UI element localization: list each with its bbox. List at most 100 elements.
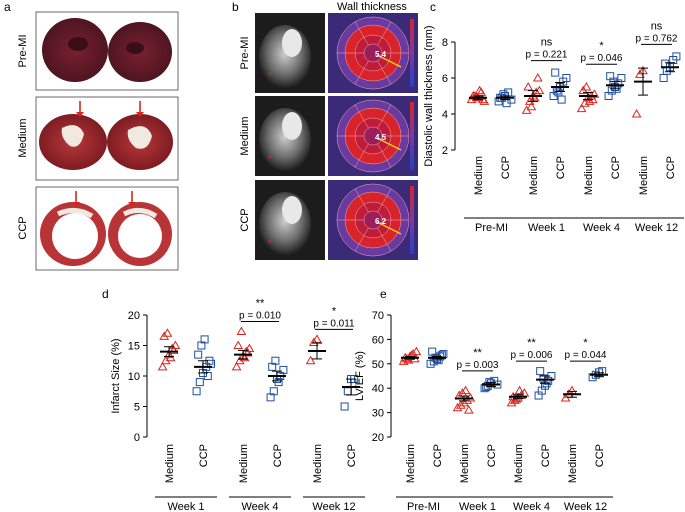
bullseye-value: 5.4 [375,50,387,59]
asterisk-marker: * [268,71,272,81]
bullseye-value: 6.2 [375,217,387,226]
p-value-label: p = 0.003 [457,360,499,371]
medium-point [532,72,543,82]
medium-point [411,346,422,356]
y-axis-label: LV/EF (%) [354,351,366,401]
medium-point [157,361,168,371]
panel-b-letter: b [232,0,239,14]
medium-point [523,81,534,91]
ccp-point [194,350,203,359]
ccp-point [551,68,560,77]
panel-b-rows: Pre-MI * 5.4 Medium * 4.5 CCP * 6.2 [239,13,418,260]
infarct-arrow-icon [136,101,144,117]
infarct-arrow-icon [72,191,80,207]
condition-label: CCP [346,444,358,467]
chart-e-lvef: 20 30 40 50 60 70 LV/EF (%) Medium CCP Pre-MI Medi… [354,310,613,512]
medium-point [631,108,642,118]
condition-label: CCP [432,444,444,467]
infarct-arrow-icon [76,101,84,117]
significance-stars: ns [651,20,663,32]
heart-slice-image [107,114,173,170]
medium-point [168,345,179,354]
color-scale-bar [410,186,414,254]
medium-point [460,385,471,395]
medium-point [452,402,463,412]
ccp-point [269,387,278,396]
group-label: Pre-MI [407,501,440,512]
p-value-label: p = 0.221 [526,50,568,61]
condition-label: CCP [500,156,512,179]
y-tick-label: 6 [442,73,448,85]
y-tick-label: 5 [134,402,140,414]
bullseye-map: 4.5 [328,96,418,176]
y-tick-label: 20 [372,432,384,444]
condition-label: CCP [665,156,677,179]
ccp-point [271,356,280,365]
panel-a-row-pre-mi: Pre-MI [17,11,179,91]
condition-label: Medium [312,444,324,483]
panel-a-row-medium: Medium [17,96,179,181]
color-scale-bar [410,19,414,87]
ccp-point [279,365,288,374]
condition-label: CCP [198,444,210,467]
row-label: CCP [239,208,251,231]
panel-e-letter: e [380,287,387,301]
heart-slice-image [42,18,108,82]
significance-stars: * [599,40,604,52]
significance-stars: ** [527,337,536,349]
medium-point [236,326,247,335]
medium-point [312,334,322,343]
p-value-label: p = 0.046 [581,53,623,64]
medium-point [474,85,485,95]
ccp-point [200,335,209,344]
ccp-point [343,387,352,396]
condition-label: CCP [486,444,498,467]
group-label: Week 4 [513,501,550,512]
panel-a-row-ccp: CCP [17,186,179,271]
p-value-label: p = 0.010 [239,310,281,321]
medium-point [526,101,537,111]
asterisk-marker: * [268,154,272,164]
ccp-point [536,367,545,376]
group-label: Week 1 [528,222,565,234]
measure-line [376,137,402,151]
row-label: Medium [239,116,251,155]
panel-b-row: Pre-MI * 5.4 [239,13,418,93]
y-tick-label: 70 [372,310,384,322]
panel-d-letter: d [102,287,109,301]
condition-label: Medium [583,156,595,195]
medium-point [589,89,600,98]
measure-line [376,221,402,235]
heart-slice-image [108,22,172,82]
y-axis-label: Infarct Size (%) [110,338,122,413]
medium-point [514,385,525,395]
wall-thickness-title: Wall thickness [337,1,407,13]
medium-point [165,352,176,362]
group-label: Pre-MI [475,222,508,234]
medium-point [242,347,253,357]
asterisk-marker: * [268,238,272,248]
row-label-ccp: CCP [17,216,29,239]
condition-label: Medium [528,156,540,195]
condition-label: Medium [638,156,650,195]
heart-slice-image [39,114,107,170]
condition-label: CCP [272,444,284,467]
p-value-label: p = 0.006 [511,350,553,361]
bullseye-map: 5.4 [328,13,418,93]
group-label: Week 12 [564,501,607,512]
medium-point [231,361,242,371]
medium-point [459,397,469,407]
ccp-point [192,387,201,396]
row-label-pre-mi: Pre-MI [17,35,29,68]
row-label-medium: Medium [17,118,29,157]
panel-c-letter: c [430,0,436,14]
condition-label: Medium [405,444,417,483]
group-label: Week 1 [459,501,496,512]
heart-slice-image [40,202,106,266]
y-tick-label: 15 [128,341,140,353]
group-label: Week 12 [312,501,355,512]
medium-point [576,103,587,113]
group-label: Week 12 [635,222,678,234]
condition-label: CCP [555,156,567,179]
